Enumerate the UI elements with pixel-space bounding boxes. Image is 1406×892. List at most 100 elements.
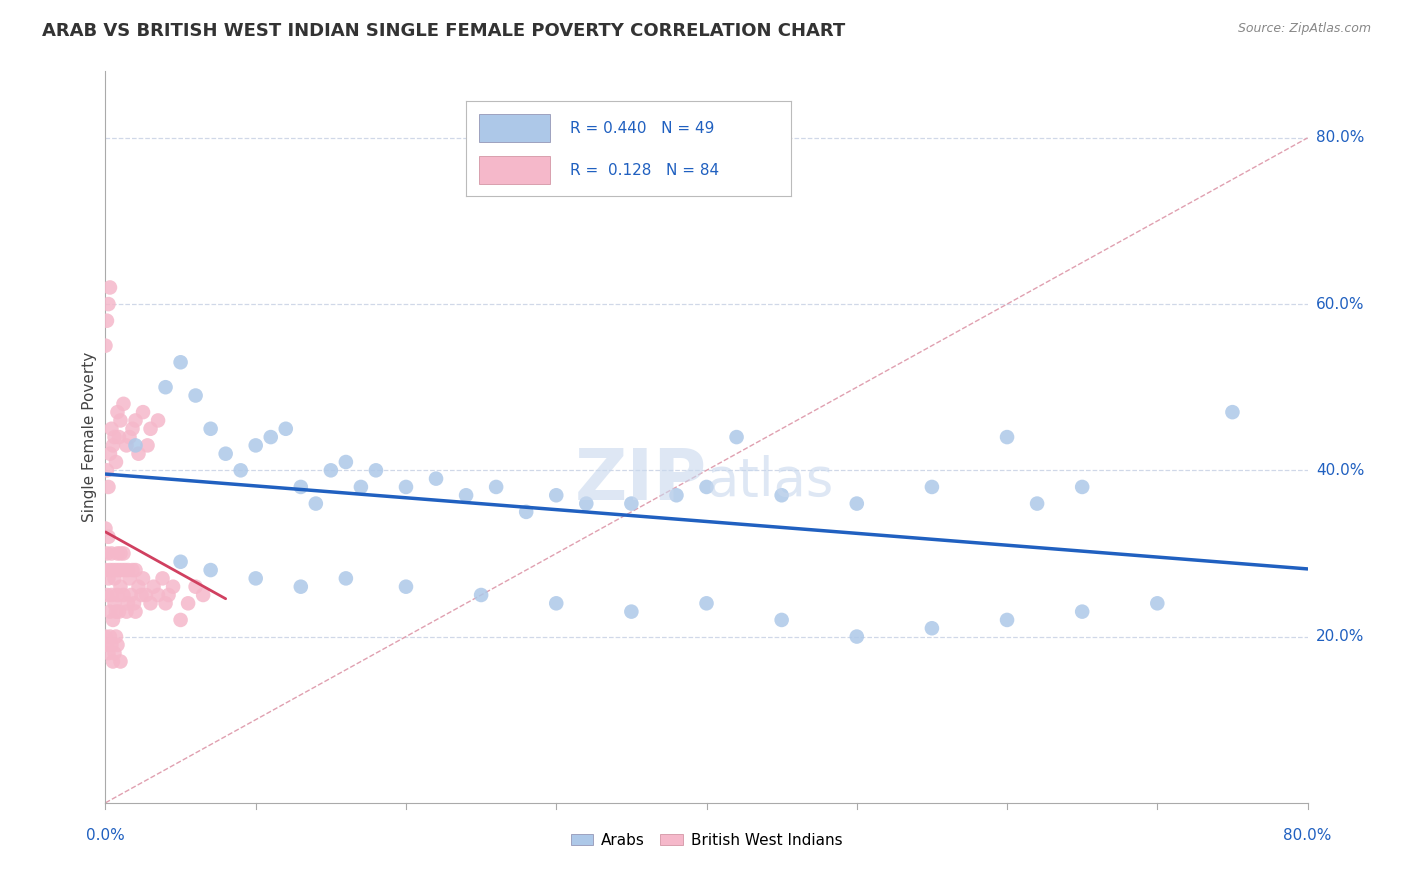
Point	[921, 480, 943, 494]
Point	[132, 405, 155, 419]
Point	[108, 605, 131, 619]
Point	[470, 588, 492, 602]
Point	[103, 596, 125, 610]
Y-axis label: Single Female Poverty: Single Female Poverty	[82, 352, 97, 522]
Point	[575, 497, 598, 511]
Point	[128, 580, 150, 594]
Point	[110, 580, 132, 594]
Point	[131, 588, 153, 602]
Point	[290, 480, 312, 494]
Point	[101, 563, 124, 577]
Point	[110, 546, 132, 560]
Point	[696, 480, 718, 494]
Point	[108, 430, 131, 444]
Point	[100, 588, 122, 602]
Point	[101, 438, 124, 452]
Point	[96, 314, 118, 328]
Point	[132, 571, 155, 585]
Text: 0.0%: 0.0%	[86, 828, 125, 843]
Point	[117, 563, 139, 577]
Point	[104, 630, 127, 644]
Point	[155, 380, 177, 394]
Point	[245, 571, 267, 585]
Point	[118, 430, 141, 444]
Point	[169, 613, 191, 627]
Point	[114, 563, 136, 577]
Point	[103, 571, 125, 585]
Point	[107, 638, 129, 652]
Point	[111, 563, 134, 577]
Point	[117, 596, 139, 610]
Point	[122, 596, 145, 610]
Point	[136, 438, 159, 452]
Point	[101, 655, 124, 669]
Point	[770, 613, 793, 627]
Point	[107, 546, 129, 560]
Point	[139, 422, 162, 436]
Point	[120, 588, 142, 602]
Point	[995, 613, 1018, 627]
Point	[97, 646, 120, 660]
Point	[485, 480, 508, 494]
Point	[229, 463, 252, 477]
Point	[1146, 596, 1168, 610]
Text: 60.0%: 60.0%	[1316, 297, 1364, 311]
Text: 20.0%: 20.0%	[1316, 629, 1364, 644]
Point	[112, 588, 135, 602]
Point	[107, 588, 129, 602]
Text: atlas: atlas	[707, 455, 834, 507]
Point	[94, 338, 117, 352]
Point	[135, 588, 157, 602]
Point	[191, 588, 214, 602]
Point	[454, 488, 477, 502]
Point	[112, 546, 135, 560]
Point	[104, 563, 127, 577]
Point	[155, 596, 177, 610]
Point	[696, 596, 718, 610]
Point	[121, 422, 143, 436]
Point	[118, 571, 141, 585]
Point	[395, 480, 418, 494]
Point	[620, 605, 643, 619]
Text: 40.0%: 40.0%	[1316, 463, 1364, 478]
Point	[515, 505, 537, 519]
Point	[305, 497, 328, 511]
Legend: Arabs, British West Indians: Arabs, British West Indians	[564, 827, 849, 854]
Point	[98, 605, 121, 619]
Point	[364, 463, 387, 477]
Point	[110, 413, 132, 427]
Point	[1026, 497, 1049, 511]
Text: 80.0%: 80.0%	[1284, 828, 1331, 843]
Point	[184, 580, 207, 594]
Text: 80.0%: 80.0%	[1316, 130, 1364, 145]
Point	[921, 621, 943, 635]
Point	[96, 463, 118, 477]
Point	[98, 563, 121, 577]
Text: ZIP: ZIP	[574, 447, 707, 516]
Point	[128, 447, 150, 461]
Point	[245, 438, 267, 452]
Point	[104, 455, 127, 469]
Point	[94, 521, 117, 535]
Point	[995, 430, 1018, 444]
Point	[1071, 605, 1094, 619]
Point	[104, 605, 127, 619]
Point	[115, 605, 138, 619]
Point	[103, 430, 125, 444]
Point	[425, 472, 447, 486]
Point	[665, 488, 688, 502]
Point	[124, 563, 146, 577]
Point	[200, 563, 222, 577]
Point	[845, 497, 868, 511]
Point	[1071, 480, 1094, 494]
Point	[98, 447, 121, 461]
Point	[152, 571, 174, 585]
Text: ARAB VS BRITISH WEST INDIAN SINGLE FEMALE POVERTY CORRELATION CHART: ARAB VS BRITISH WEST INDIAN SINGLE FEMAL…	[42, 22, 845, 40]
Point	[139, 596, 162, 610]
Point	[97, 530, 120, 544]
Point	[725, 430, 748, 444]
Point	[96, 588, 118, 602]
Point	[290, 580, 312, 594]
Point	[96, 546, 118, 560]
Point	[146, 588, 169, 602]
